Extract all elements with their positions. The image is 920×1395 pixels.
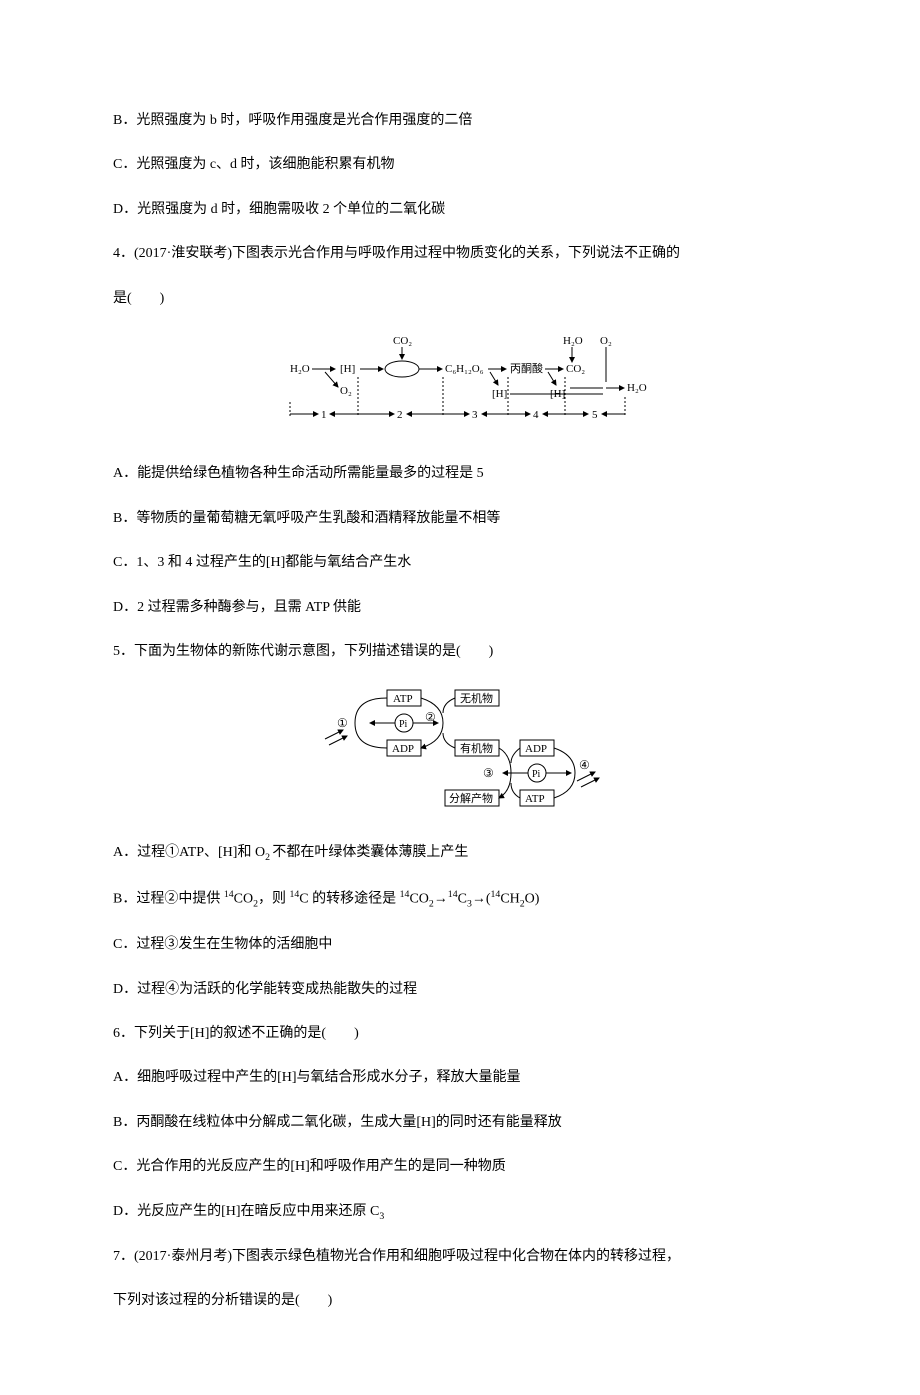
q5-pi-left-label: Pi [399, 719, 408, 730]
q6-option-d: D．光反应产生的[H]在暗反应中用来还原 C3 [113, 1201, 807, 1224]
q4-num-3: 3 [472, 409, 478, 421]
q5-option-b: B．过程②中提供 14CO2，则 14C 的转移途径是 14CO2→14C3→(… [113, 887, 807, 912]
q4-option-a: A．能提供给绿色植物各种生命活动所需能量最多的过程是 5 [113, 463, 807, 485]
q5-option-a: A．过程①ATP、[H]和 O2 不都在叶绿体类囊体薄膜上产生 [113, 842, 807, 865]
q5-optb-seg4: C 的转移途径是 [299, 892, 399, 907]
q3-option-b: B．光照强度为 b 时，呼吸作用强度是光合作用强度的二倍 [113, 110, 807, 132]
q5-stem: 5．下面为生物体的新陈代谢示意图，下列描述错误的是( ) [113, 641, 807, 663]
q4-option-d: D．2 过程需多种酶参与，且需 ATP 供能 [113, 597, 807, 619]
q4-num-4: 4 [533, 409, 539, 421]
q5-optb-arr2: →( [472, 892, 491, 907]
q6-option-b: B．丙酮酸在线粒体中分解成二氧化碳，生成大量[H]的同时还有能量释放 [113, 1112, 807, 1134]
q4-h-mid-label: [H] [492, 388, 507, 400]
q5-optb-arr1: → [434, 892, 448, 907]
q5-optb-sup3: 14 [400, 889, 410, 900]
q6-option-c: C．光合作用的光反应产生的[H]和呼吸作用产生的是同一种物质 [113, 1156, 807, 1178]
q5-optb-seg7: CH [500, 892, 519, 907]
q5-optb-sup5: 14 [491, 889, 501, 900]
q4-o2-top-label: O₂ [600, 335, 612, 347]
q4-h2o-top-label: H₂O [563, 335, 583, 347]
q4-c6h12o6-label: C₆H₁₂O₆ [445, 363, 484, 375]
q4-num-2: 2 [397, 409, 403, 421]
q5-n3-label: ③ [483, 766, 494, 780]
q4-stem-line2: 是( ) [113, 288, 807, 310]
q5-youji-label: 有机物 [460, 741, 493, 755]
q5-optb-sup2: 14 [290, 889, 300, 900]
q5-optb-sup4: 14 [448, 889, 458, 900]
q5-n2-label: ② [425, 710, 436, 724]
q4-co2-right-label: CO₂ [566, 363, 585, 375]
q5-diagram: ATP 无机物 Pi ① ② ADP 有机物 ADP Pi ③ [113, 685, 807, 823]
q5-optb-end: O) [525, 892, 540, 907]
q3-option-d: D．光照强度为 d 时，细胞需吸收 2 个单位的二氧化碳 [113, 199, 807, 221]
q4-option-b: B．等物质的量葡萄糖无氧呼吸产生乳酸和酒精释放能量不相等 [113, 508, 807, 530]
q5-optb-sup1: 14 [224, 889, 234, 900]
q5-wuji-label: 无机物 [460, 691, 493, 705]
q4-h-left-label: [H] [340, 363, 355, 375]
q6-option-a: A．细胞呼吸过程中产生的[H]与氧结合形成水分子，释放大量能量 [113, 1067, 807, 1089]
q5-optb-seg1: B．过程②中提供 [113, 892, 224, 907]
q5-adp-left-label: ADP [392, 743, 414, 755]
q4-stem-line1: 4．(2017·淮安联考)下图表示光合作用与呼吸作用过程中物质变化的关系，下列说… [113, 243, 807, 265]
q4-h2o-left-label: H₂O [290, 363, 310, 375]
q3-option-c: C．光照强度为 c、d 时，该细胞能积累有机物 [113, 154, 807, 176]
q6-stem: 6．下列关于[H]的叙述不正确的是( ) [113, 1023, 807, 1045]
q4-pyruvic-label: 丙酮酸 [510, 361, 543, 375]
q5-option-a-text-pre: A．过程①ATP、[H]和 O [113, 845, 265, 860]
q5-optb-seg2: CO [234, 892, 253, 907]
q4-co2-left-label: CO₂ [393, 335, 412, 347]
q5-n1-label: ① [337, 716, 348, 730]
q5-fenjie-label: 分解产物 [449, 791, 493, 805]
q5-option-a-text-post: 不都在叶绿体类囊体薄膜上产生 [272, 845, 468, 860]
q5-n4-label: ④ [579, 758, 590, 772]
q4-o2-left-label: O₂ [340, 385, 352, 397]
q4-num-5: 5 [592, 409, 598, 421]
q5-optb-seg5: CO [409, 892, 428, 907]
q5-optb-seg6: C [458, 892, 467, 907]
q6-optd-pre: D．光反应产生的[H]在暗反应中用来还原 C [113, 1204, 379, 1219]
q4-option-c: C．1、3 和 4 过程产生的[H]都能与氧结合产生水 [113, 552, 807, 574]
q5-atp-top-label: ATP [393, 693, 413, 705]
q5-pi-right-label: Pi [532, 769, 541, 780]
q6-optd-sub: 3 [379, 1210, 384, 1221]
q4-diagram: H₂O [H] O₂ CO₂ C₆H₁₂O₆ [H] 丙酮酸 CO₂ [H] H… [113, 332, 807, 445]
q4-num-1: 1 [321, 409, 327, 421]
q5-option-c: C．过程③发生在生物体的活细胞中 [113, 934, 807, 956]
q4-h2o-out-label: H₂O [627, 382, 647, 394]
q5-atp-bottom-label: ATP [525, 793, 545, 805]
q7-stem-line1: 7．(2017·泰州月考)下图表示绿色植物光合作用和细胞呼吸过程中化合物在体内的… [113, 1246, 807, 1268]
q5-option-d: D．过程④为活跃的化学能转变成热能散失的过程 [113, 979, 807, 1001]
q5-optb-seg3: ，则 [258, 892, 290, 907]
q5-adp-right-label: ADP [525, 743, 547, 755]
